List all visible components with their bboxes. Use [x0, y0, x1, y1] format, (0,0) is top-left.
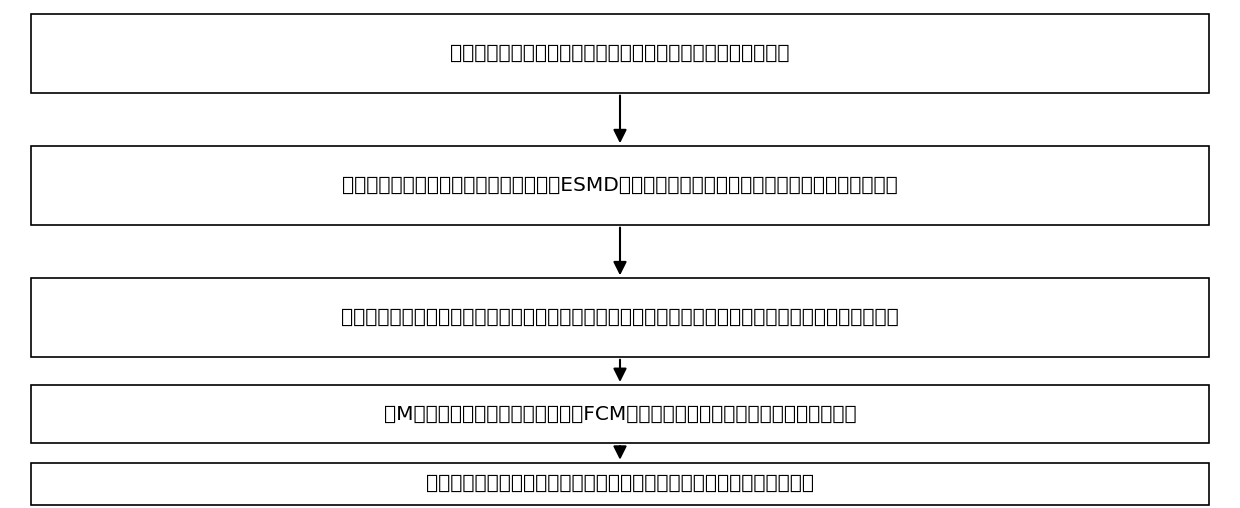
Text: 利用频谱仪分别测量不同的电磁设备，获取电磁信号的频谱数据: 利用频谱仪分别测量不同的电磁设备，获取电磁信号的频谱数据	[450, 44, 790, 63]
FancyBboxPatch shape	[31, 385, 1209, 443]
FancyBboxPatch shape	[31, 278, 1209, 357]
Text: 对每种电磁设备的每种频谱数据，利用固有模态函数分量的样本熵作为特征，构成该频谱数据的特征向量: 对每种电磁设备的每种频谱数据，利用固有模态函数分量的样本熵作为特征，构成该频谱数…	[341, 308, 899, 327]
FancyBboxPatch shape	[31, 462, 1209, 505]
FancyBboxPatch shape	[31, 146, 1209, 225]
Text: 对每种电磁设备的每种频谱数据，分别用ESMD方法进行分解，获得各频谱数据的固有模态函数分量: 对每种电磁设备的每种频谱数据，分别用ESMD方法进行分解，获得各频谱数据的固有模…	[342, 176, 898, 195]
Text: 将M个频谱数据的样本熵向量输入到FCM算法，输出最优隶属度矩阵和最优聚类中心: 将M个频谱数据的样本熵向量输入到FCM算法，输出最优隶属度矩阵和最优聚类中心	[383, 404, 857, 424]
FancyBboxPatch shape	[31, 14, 1209, 92]
Text: 根据最优隶属度矩阵和最优聚类中心，分析电磁信号频谱数据的分类结果: 根据最优隶属度矩阵和最优聚类中心，分析电磁信号频谱数据的分类结果	[427, 474, 813, 493]
